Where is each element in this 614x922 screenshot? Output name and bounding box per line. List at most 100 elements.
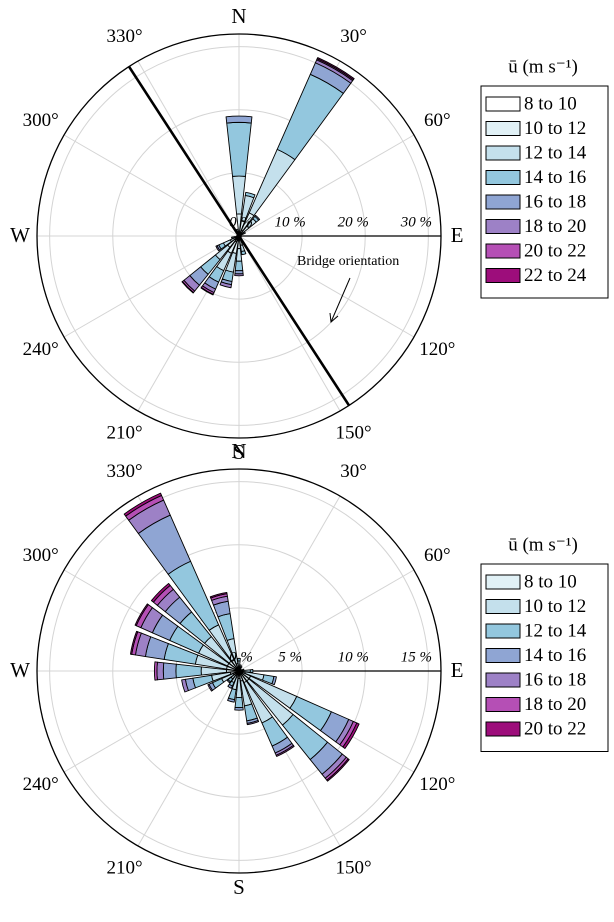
bar-segment-dir45-bin4 <box>254 214 261 221</box>
legend-swatch <box>485 219 521 234</box>
bar-segment-dir0-bin4 <box>225 115 253 124</box>
bar-segment-dir210-bin7 <box>200 286 214 296</box>
bar-segment-dir285-bin6 <box>130 630 139 655</box>
radial-tick-label: 30 % <box>400 214 432 230</box>
radial-tick-label: 5 % <box>278 649 302 665</box>
bar-segment-dir255-bin3 <box>231 236 234 240</box>
legend-title: ū (m s⁻¹) <box>508 56 578 77</box>
legend-entry: 20 to 22 <box>524 718 586 739</box>
legend-swatch <box>485 721 521 737</box>
bar-segment-dir180-bin5 <box>234 273 244 277</box>
bar-segment-dir300-bin6 <box>134 603 149 627</box>
wind-rose-top: 0 % 10 % 20 % 30 % N E S W 30° 60° 120° 150° 210° 240… <box>10 4 609 464</box>
legend-entry: 14 to 16 <box>524 167 586 188</box>
bar-segment-dir255-bin4 <box>181 678 189 693</box>
bridge-orientation-annotation: Bridge orientation <box>297 254 399 269</box>
bar-segment-dir240-bin4 <box>207 683 213 692</box>
angle-label: 330° <box>106 26 142 47</box>
angle-label: 60° <box>424 545 451 566</box>
bar-segment-dir240-bin5 <box>215 245 221 252</box>
bar-segment-dir225-bin7 <box>181 281 194 294</box>
bar-segment-dir270-bin4 <box>156 661 165 681</box>
bar-segment-dir105-bin3 <box>271 675 277 686</box>
bar-segment-dir270-bin5 <box>153 661 158 681</box>
bar-segment-dir30-bin2 <box>248 148 296 217</box>
bar-segment-dir0-bin3 <box>226 121 252 177</box>
direction-label-w: W <box>10 658 30 682</box>
direction-label-e: E <box>451 223 464 247</box>
angle-label: 300° <box>23 110 59 131</box>
legend-title: ū (m s⁻¹) <box>508 534 578 555</box>
angle-label: 120° <box>419 774 455 795</box>
legend-swatch <box>485 648 521 663</box>
legend-entry: 16 to 18 <box>524 669 586 690</box>
outer-circle <box>36 33 442 439</box>
legend-swatch <box>485 243 521 259</box>
bar-segment-dir165-bin4 <box>246 719 260 726</box>
bar-segment-dir135-bin6 <box>326 758 350 782</box>
direction-label-n: N <box>231 4 246 28</box>
angle-label: 210° <box>106 423 142 444</box>
legend-entry: 10 to 12 <box>524 596 586 617</box>
bar-segment-dir90-bin2 <box>249 669 254 673</box>
legend-entry: 22 to 24 <box>524 265 587 286</box>
angle-label: 30° <box>340 461 367 482</box>
bar-segment-dir15-bin3 <box>244 191 256 199</box>
legend-swatch <box>485 96 521 112</box>
angular-gridline <box>238 569 415 672</box>
radial-tick-label: 20 % <box>338 214 369 230</box>
bar-segment-dir180-bin2 <box>234 696 244 709</box>
legend-swatch <box>485 697 521 712</box>
angular-gridline <box>137 670 240 847</box>
direction-label-s: S <box>233 440 245 464</box>
annotation-arrow <box>330 277 351 323</box>
bar-segment-dir30-bin7 <box>316 57 355 81</box>
direction-label-n: N <box>231 439 246 463</box>
radial-tick-label: 0 % <box>229 214 253 230</box>
angle-label: 240° <box>23 774 59 795</box>
legend-entry: 14 to 16 <box>524 645 586 666</box>
legend-entry: 12 to 14 <box>524 142 587 163</box>
legend-swatch <box>485 623 521 639</box>
legend-entry: 18 to 20 <box>524 694 586 715</box>
legend-swatch <box>485 121 521 136</box>
bar-segment-dir225-bin3 <box>226 679 231 684</box>
radial-tick-label: 10 % <box>338 649 369 665</box>
bar-segment-dir210-bin3 <box>227 683 233 689</box>
legend-entry: 8 to 10 <box>524 93 577 114</box>
angle-label: 240° <box>23 339 59 360</box>
angular-gridline <box>63 134 240 237</box>
legend-entry: 8 to 10 <box>524 571 577 592</box>
bar-segment-dir195-bin3 <box>227 697 236 703</box>
legend-swatch <box>485 268 521 283</box>
legend-entry: 12 to 14 <box>524 620 587 641</box>
annotation-arrowhead <box>329 312 339 323</box>
bar-segment-dir270-bin2 <box>175 663 202 679</box>
bar-segment-dir180-bin3 <box>234 260 244 272</box>
legend-entry: 18 to 20 <box>524 216 586 237</box>
outer-circle <box>36 468 442 874</box>
legend-entry: 20 to 22 <box>524 240 586 261</box>
angular-gridline <box>238 495 341 672</box>
angular-gridline <box>63 235 240 338</box>
radial-tick-label: 10 % <box>275 214 306 230</box>
legend-swatch <box>485 194 521 210</box>
angular-gridline <box>137 60 240 237</box>
radial-tick-label: 15 % <box>401 649 432 665</box>
bar-segment-dir345-bin6 <box>209 591 228 599</box>
angular-gridline <box>238 235 415 338</box>
legend-swatch <box>485 170 521 185</box>
legend-swatch <box>485 672 521 688</box>
angular-gridline <box>238 235 341 412</box>
angle-label: 330° <box>106 461 142 482</box>
angular-gridline <box>238 134 415 237</box>
wind-rose-bottom: 0 % 5 % 10 % 15 % N E S W 30° 60° 120° 150° 210° 240°… <box>10 439 609 899</box>
legend-swatch <box>485 145 521 161</box>
bar-segment-dir180-bin3 <box>234 706 244 711</box>
legend-entry: 10 to 12 <box>524 118 586 139</box>
bar-segment-dir315-bin6 <box>150 582 171 603</box>
bar-segment-dir150-bin5 <box>275 744 295 757</box>
angle-label: 30° <box>340 26 367 47</box>
direction-label-s: S <box>233 875 245 899</box>
